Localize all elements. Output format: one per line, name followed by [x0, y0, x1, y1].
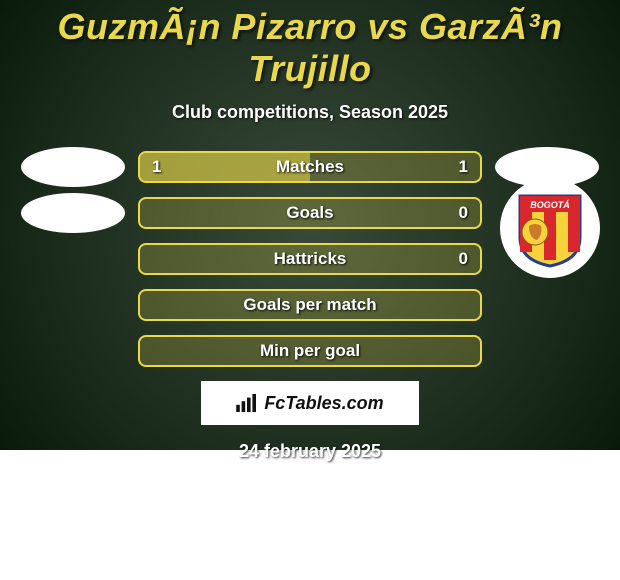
- stat-label: Matches: [276, 157, 344, 177]
- stat-bar-matches: 1 Matches 1: [138, 151, 482, 183]
- stat-label: Goals per match: [243, 295, 376, 315]
- stat-label: Min per goal: [260, 341, 360, 361]
- watermark-text: FcTables.com: [264, 393, 383, 414]
- left-badge-slot: [8, 193, 138, 233]
- team-crest: BOGOTÁ: [500, 178, 600, 278]
- team-badge-placeholder: [21, 147, 125, 187]
- stat-label: Hattricks: [274, 249, 347, 269]
- comparison-card: GuzmÃ¡n Pizarro vs GarzÃ³n Trujillo Club…: [0, 0, 620, 450]
- svg-text:BOGOTÁ: BOGOTÁ: [530, 200, 570, 210]
- stat-bar-hattricks: Hattricks 0: [138, 243, 482, 275]
- stat-label: Goals: [286, 203, 333, 223]
- stat-row: Goals per match: [0, 289, 620, 321]
- stat-right-value: 1: [459, 157, 468, 177]
- stat-bar-goals: Goals 0: [138, 197, 482, 229]
- bogota-crest-icon: BOGOTÁ: [515, 188, 585, 268]
- stat-right-value: 0: [459, 203, 468, 223]
- stat-row: Min per goal: [0, 335, 620, 367]
- stat-bar-goals-per-match: Goals per match: [138, 289, 482, 321]
- watermark: FcTables.com: [201, 381, 419, 425]
- stat-bar-min-per-goal: Min per goal: [138, 335, 482, 367]
- date: 24 february 2025: [0, 441, 620, 462]
- page-title: GuzmÃ¡n Pizarro vs GarzÃ³n Trujillo: [0, 6, 620, 90]
- stat-left-value: 1: [152, 157, 161, 177]
- stat-row: 1 Matches 1: [0, 151, 620, 183]
- left-badge-slot: [8, 147, 138, 187]
- bars-icon: [236, 394, 258, 412]
- stat-right-value: 0: [459, 249, 468, 269]
- team-badge-placeholder: [21, 193, 125, 233]
- subtitle: Club competitions, Season 2025: [0, 102, 620, 123]
